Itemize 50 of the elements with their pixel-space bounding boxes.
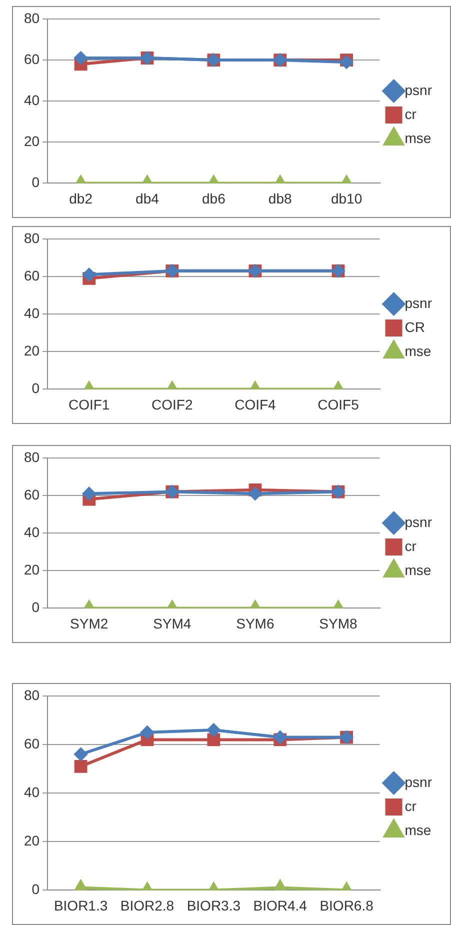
y-tick-label: 80 (24, 686, 40, 703)
y-tick-label: 0 (32, 881, 40, 898)
x-tick-label: BIOR2.8 (120, 897, 174, 914)
legend-label: CR (404, 318, 425, 335)
legend-label: mse (404, 130, 432, 146)
y-tick-label: 60 (24, 735, 40, 752)
legend-label: mse (404, 342, 432, 359)
legend-label: cr (404, 538, 417, 554)
x-tick-label: COIF1 (68, 396, 110, 412)
y-tick-label: 0 (32, 174, 40, 190)
x-tick-label: db2 (69, 190, 93, 206)
y-tick-label: 20 (24, 342, 40, 359)
y-tick-label: 40 (24, 784, 40, 800)
x-tick-label: BIOR4.4 (253, 897, 308, 914)
x-tick-label: SYM8 (319, 615, 358, 632)
y-tick-label: 20 (24, 133, 40, 150)
y-tick-label: 40 (24, 524, 40, 540)
x-tick-label: db8 (268, 190, 292, 206)
legend-label: psnr (404, 294, 432, 311)
x-tick-label: db4 (136, 190, 160, 206)
y-tick-label: 0 (32, 599, 40, 616)
x-tick-label: BIOR1.3 (54, 897, 108, 914)
y-tick-label: 60 (24, 267, 40, 284)
y-tick-label: 40 (24, 304, 40, 321)
x-tick-label: db6 (202, 190, 226, 206)
x-tick-label: COIF5 (318, 396, 360, 412)
legend-label: mse (404, 822, 432, 838)
legend-label: psnr (404, 514, 432, 530)
x-tick-label: BIOR6.8 (320, 897, 374, 914)
y-tick-label: 60 (24, 50, 40, 67)
y-tick-label: 20 (24, 562, 40, 578)
legend-label: mse (404, 562, 432, 578)
x-tick-label: SYM2 (70, 615, 108, 632)
legend-label: psnr (404, 774, 432, 790)
y-tick-label: 80 (24, 10, 40, 26)
y-tick-label: 40 (24, 92, 40, 108)
x-tick-label: SYM6 (236, 615, 274, 632)
x-tick-label: SYM4 (153, 615, 192, 632)
x-tick-label: BIOR3.3 (186, 897, 241, 914)
y-tick-label: 60 (24, 486, 40, 502)
x-tick-label: COIF4 (234, 396, 276, 412)
x-tick-label: db10 (330, 190, 362, 206)
legend-label: psnr (404, 82, 432, 98)
x-tick-label: COIF2 (152, 396, 193, 412)
y-tick-label: 80 (24, 448, 40, 465)
y-tick-label: 0 (32, 380, 40, 396)
legend-label: cr (404, 106, 417, 122)
y-tick-label: 20 (24, 832, 40, 849)
y-tick-label: 80 (24, 230, 40, 246)
legend-label: cr (404, 798, 417, 814)
